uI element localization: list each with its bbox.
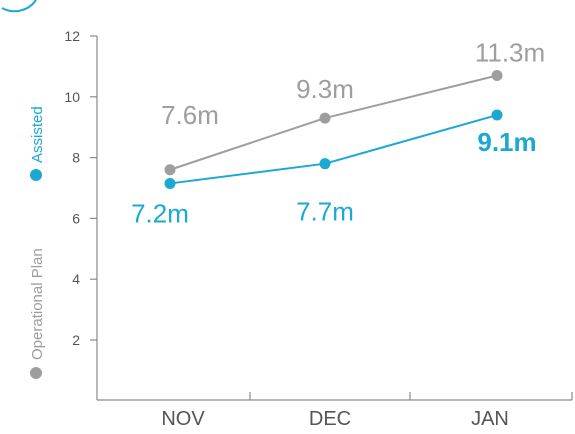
data-point [319, 112, 331, 124]
data-label: 7.2m [131, 198, 189, 228]
y-tick-label: 6 [72, 210, 80, 226]
x-tick-label: DEC [309, 408, 351, 430]
data-point [319, 158, 331, 170]
data-label: 7.7m [296, 197, 354, 227]
x-tick-label: JAN [471, 408, 509, 430]
header-circle-decoration [1, 0, 37, 13]
data-point [164, 164, 176, 176]
y-tick-label: 4 [72, 271, 80, 287]
y-tick-label: 8 [72, 150, 80, 166]
legend-marker-operational-plan [30, 367, 42, 379]
legend: Operational Plan Assisted [29, 106, 46, 379]
data-label: 9.3m [296, 74, 354, 104]
data-label: 7.6m [161, 100, 219, 130]
legend-label-operational-plan: Operational Plan [29, 248, 46, 360]
data-label: 9.1m [477, 127, 536, 157]
legend-marker-assisted [30, 169, 42, 181]
x-tick-label: NOV [161, 408, 205, 430]
y-ticks: 2 4 6 8 10 12 [64, 28, 97, 348]
y-tick-label: 2 [72, 332, 80, 348]
data-point [491, 109, 503, 121]
y-tick-label: 10 [64, 89, 80, 105]
legend-label-assisted: Assisted [29, 106, 46, 163]
data-point [491, 70, 503, 82]
series-line-assisted [169, 114, 498, 185]
y-tick-label: 12 [64, 28, 80, 44]
data-label: 11.3m [475, 38, 545, 68]
x-ticks: NOV DEC JAN [161, 392, 573, 430]
series-layer: 7.6m 9.3m 11.3m 7.2m 7.7m 9.1m [131, 38, 545, 229]
data-point [164, 177, 176, 189]
